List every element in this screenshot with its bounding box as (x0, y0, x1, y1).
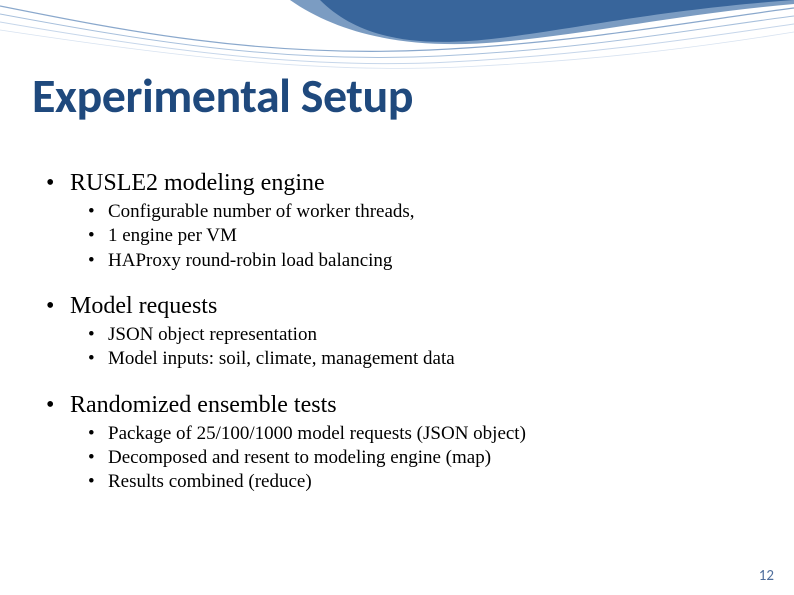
section-heading: • Model requests (46, 291, 746, 321)
bullet-icon: • (88, 249, 108, 273)
list-item: • Results combined (reduce) (88, 470, 746, 494)
list-item-text: 1 engine per VM (108, 224, 237, 248)
list-item: • JSON object representation (88, 323, 746, 347)
slide-title: Experimental Setup (32, 66, 413, 125)
bullet-icon: • (88, 323, 108, 347)
section-heading: • Randomized ensemble tests (46, 390, 746, 420)
bullet-icon: • (88, 446, 108, 470)
section-heading-text: Randomized ensemble tests (70, 390, 337, 420)
list-item: • 1 engine per VM (88, 224, 746, 248)
bullet-icon: • (88, 470, 108, 494)
list-item-text: Results combined (reduce) (108, 470, 312, 494)
list-item: • Model inputs: soil, climate, managemen… (88, 347, 746, 371)
bullet-icon: • (88, 200, 108, 224)
section-heading-text: Model requests (70, 291, 217, 321)
bullet-icon: • (46, 291, 70, 321)
list-item: • HAProxy round-robin load balancing (88, 249, 746, 273)
bullet-icon: • (46, 168, 70, 198)
header-wave-decoration (0, 0, 794, 72)
bullet-icon: • (88, 422, 108, 446)
list-item: • Package of 25/100/1000 model requests … (88, 422, 746, 446)
section-heading-text: RUSLE2 modeling engine (70, 168, 325, 198)
page-number: 12 (759, 567, 774, 585)
list-item-text: Model inputs: soil, climate, management … (108, 347, 455, 371)
bullet-icon: • (88, 224, 108, 248)
list-item-text: HAProxy round-robin load balancing (108, 249, 392, 273)
list-item: • Configurable number of worker threads, (88, 200, 746, 224)
bullet-icon: • (88, 347, 108, 371)
list-item-text: Decomposed and resent to modeling engine… (108, 446, 491, 470)
list-item-text: Package of 25/100/1000 model requests (J… (108, 422, 526, 446)
list-item-text: JSON object representation (108, 323, 317, 347)
list-item-text: Configurable number of worker threads, (108, 200, 415, 224)
bullet-icon: • (46, 390, 70, 420)
section-heading: • RUSLE2 modeling engine (46, 168, 746, 198)
slide-content: • RUSLE2 modeling engine • Configurable … (46, 160, 746, 495)
list-item: • Decomposed and resent to modeling engi… (88, 446, 746, 470)
